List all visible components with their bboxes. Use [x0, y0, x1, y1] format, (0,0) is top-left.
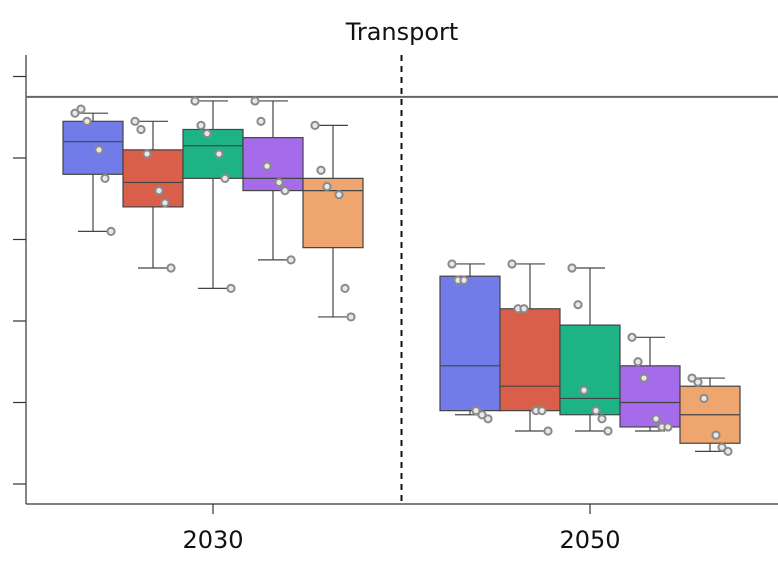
box-2030-3-point-6: [226, 283, 236, 293]
box-2030-4-point-1: [250, 96, 260, 106]
box-2050-4-point-3: [639, 373, 649, 383]
box-2050-4-point-1: [627, 332, 637, 342]
box-2030-2-point-1: [130, 116, 140, 126]
box-2050-5-point-6: [723, 446, 733, 456]
box-2030-3-point-3: [202, 128, 212, 139]
box-2030-2-point-4: [154, 186, 164, 196]
box-2030-3-point-5: [220, 173, 230, 183]
box-2030-5-body: [302, 177, 364, 249]
box-2030-1-point-4: [94, 145, 104, 155]
box-2050-4-point-2: [633, 357, 643, 367]
box-2050-3-point-4: [591, 406, 601, 416]
x-tick-label-2050: 2050: [559, 526, 620, 554]
box-2030-2-point-2: [136, 124, 146, 135]
box-2030-1-point-3: [82, 116, 92, 126]
box-2050-1-point-4: [471, 406, 481, 416]
box-2050-3-point-6: [603, 426, 613, 436]
box-2050-1-point-5: [477, 410, 487, 420]
box-2030-3-body: [182, 128, 244, 179]
box-2050-3-body: [559, 324, 621, 416]
box-2050-3-point-3: [579, 385, 589, 395]
box-2030-2-point-6: [166, 263, 176, 273]
x-tick-label-2030: 2030: [182, 526, 243, 554]
box-2050-5-point-5: [717, 442, 727, 452]
box-2050-2-body: [499, 308, 561, 412]
box-2030-5-point-3: [322, 181, 332, 192]
box-2030-1-point-5: [100, 173, 110, 183]
box-2050-4-point-4: [651, 414, 661, 424]
box-2050-4-point-6: [663, 422, 673, 432]
box-2050-5-point-1: [687, 373, 697, 383]
box-2030-2-point-3: [142, 149, 152, 159]
box-2030-5-point-6: [346, 312, 356, 322]
box-2030-3-point-2: [196, 120, 206, 131]
box-2050-3-point-2: [573, 300, 583, 310]
plot-area: 2030 2050: [13, 55, 778, 554]
box-2030-3-point-4: [214, 149, 224, 159]
box-2030-4-point-3: [262, 161, 272, 171]
box-2030-1-point-1: [70, 108, 80, 118]
chart-title: Transport: [345, 18, 459, 46]
box-2050-5-point-3: [699, 393, 709, 404]
box-2030-4-point-4: [274, 177, 284, 188]
box-2030-5-point-1: [310, 120, 320, 131]
box-2030-4-point-2: [256, 116, 266, 126]
box-2030-5-point-5: [340, 283, 350, 293]
box-2050-2-point-6: [543, 426, 553, 436]
box-2050-4-body: [619, 365, 681, 428]
box-2050-2-point-3: [519, 304, 529, 314]
box-2050-2-point-5: [537, 406, 547, 416]
box-2050-1-point-1: [447, 259, 457, 269]
box-2050-5-point-2: [693, 377, 703, 387]
box-2030-2-point-5: [160, 198, 170, 208]
box-2030-1-point-6: [106, 226, 116, 236]
box-2030-1-body: [62, 120, 124, 175]
box-2030-4-body: [242, 137, 304, 192]
box-2030-5-point-4: [334, 190, 344, 200]
box-2050-3-point-5: [597, 414, 607, 424]
box-2050-1-point-6: [483, 414, 493, 424]
box-2030-4-point-6: [286, 255, 296, 265]
box-2030-3-point-1: [190, 96, 200, 106]
box-2030-2-body: [122, 149, 184, 208]
box-2050-1-body: [439, 275, 501, 412]
box-2050-2-point-1: [507, 259, 517, 269]
box-2030-5-point-2: [316, 165, 326, 175]
box-2050-1-point-3: [459, 275, 469, 285]
box-2050-3-point-1: [567, 263, 577, 273]
box-2030-4-point-5: [280, 186, 290, 196]
box-2030-1-point-2: [76, 104, 86, 114]
box-2050-5-point-4: [711, 430, 721, 440]
